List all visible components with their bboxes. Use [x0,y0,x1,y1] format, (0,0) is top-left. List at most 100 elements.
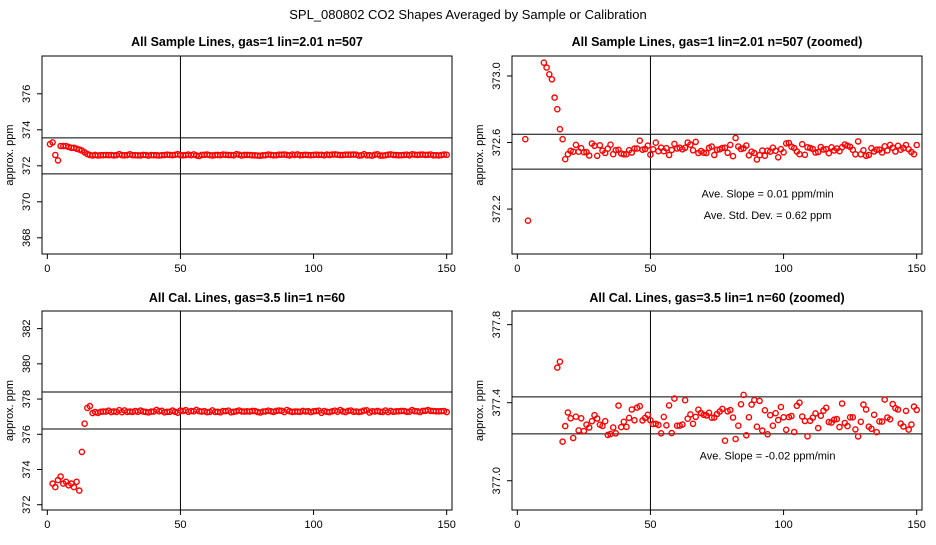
data-point [846,413,854,421]
x-tick-label: 100 [774,519,792,531]
chart-panel-2: All Sample Lines, gas=1 lin=2.01 n=507 (… [474,35,926,275]
data-point [908,421,915,428]
data-point [780,413,787,421]
data-point [753,423,761,431]
data-point [902,407,910,415]
data-point [572,141,580,149]
data-point [52,151,59,159]
y-axis-label: approx. ppm [4,380,16,441]
data-point [868,425,875,433]
data-point [585,152,593,159]
data-point [777,403,785,411]
data-point [876,418,883,425]
data-point [886,415,894,423]
page-title: SPL_080802 CO2 Shapes Averaged by Sample… [289,7,647,22]
chart-panel-1: All Sample Lines, gas=1 lin=2.01 n=507 0 5… [4,35,456,275]
data-point [881,396,889,403]
data-point [540,59,548,67]
data-point [620,418,628,426]
data-point [543,64,550,71]
data-point [687,411,694,418]
x-tick-label: 0 [44,519,50,531]
data-point [812,149,819,156]
data-point [737,400,745,408]
data-point [905,426,913,433]
data-point [913,406,921,414]
data-point [766,411,774,419]
data-point [360,407,368,414]
data-point [546,71,553,78]
data-point [873,146,881,153]
y-tick-label: 370 [21,193,33,211]
data-point [700,149,708,156]
data-point [830,416,838,424]
data-point [743,142,750,149]
data-point [745,413,753,421]
data-point [894,406,902,413]
data-point [593,415,601,422]
data-point [607,141,614,148]
data-point [601,417,609,425]
data-point [801,417,809,425]
data-point [857,418,865,426]
y-tick-label: 376 [21,425,33,443]
y-axis-label: approx. ppm [474,124,486,185]
data-point [772,409,779,417]
data-point [631,145,638,152]
y-tick-label: 374 [21,121,33,139]
data-point [561,155,569,163]
y-tick-label: 377.4 [491,389,503,417]
data-point [644,142,652,149]
y-tick-label: 374 [21,460,33,478]
y-tick-label: 380 [21,355,33,373]
data-point [577,414,585,422]
data-point [727,406,734,414]
data-point [764,430,771,438]
data-point [759,147,766,154]
data-point [572,413,580,421]
data-point [870,411,878,419]
panel-title: All Sample Lines, gas=1 lin=2.01 n=507 (… [572,35,863,49]
panel-title: All Sample Lines, gas=1 lin=2.01 n=507 [131,35,363,49]
data-point [620,150,628,158]
data-point [625,414,633,422]
data-point [554,105,561,113]
data-point [49,139,56,146]
x-tick-label: 150 [437,263,455,275]
y-axis-label: approx. ppm [4,124,16,185]
y-tick-label: 372 [21,157,33,175]
data-point [689,146,697,154]
data-point [556,358,564,366]
data-point [588,417,596,425]
data-point [727,141,734,149]
data-point [689,420,697,428]
data-point [569,434,577,442]
plot-frame [41,55,453,255]
y-tick-label: 372.2 [491,195,503,223]
data-point [833,415,841,423]
data-point [593,152,601,160]
data-point [671,140,678,148]
data-point [814,424,822,432]
data-point [668,146,676,154]
data-point [910,150,918,158]
data-point [609,424,617,431]
data-point [756,397,763,405]
data-point [70,483,78,491]
plot-frame [41,310,453,511]
data-point [860,146,867,154]
x-tick-label: 150 [907,519,925,531]
data-point [599,422,606,430]
data-point [585,424,593,431]
plot-frame [511,310,923,511]
data-point [825,149,833,157]
data-point [820,146,827,153]
data-point [878,149,886,156]
data-point [852,150,859,158]
data-point [559,135,566,143]
data-point [729,414,737,421]
data-point [884,147,891,154]
data-point [788,412,795,420]
data-point [443,151,451,159]
data-point [862,406,870,413]
